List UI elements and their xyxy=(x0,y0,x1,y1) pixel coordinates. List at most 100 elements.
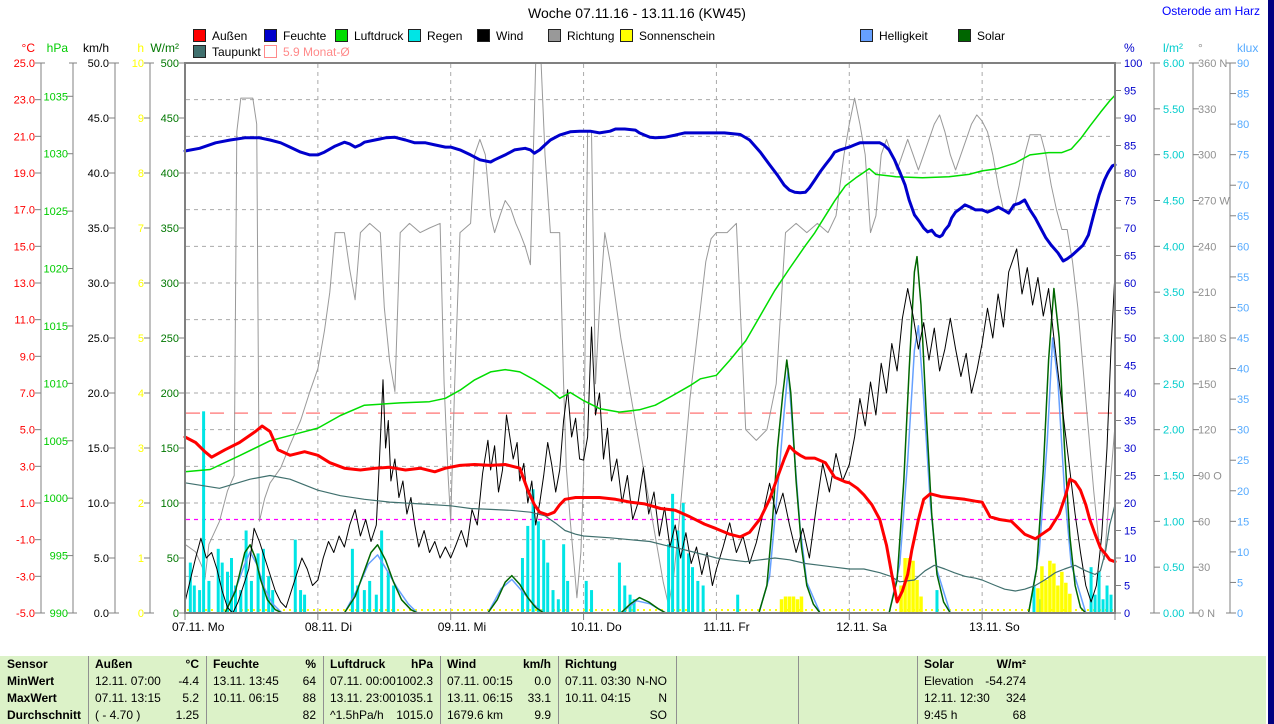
tick-label-rain: 2.00 xyxy=(1163,425,1184,437)
tick-label-temp: 9.0 xyxy=(20,351,35,363)
tick-label-hpa: 1020 xyxy=(44,264,68,276)
axis-unit-sun_h: h xyxy=(137,41,144,55)
tick-label-hpa: 1035 xyxy=(44,91,68,103)
tick-label-wind: 10.0 xyxy=(88,498,109,510)
table-cell-time: 07.11. 13:15 xyxy=(95,691,161,705)
tick-label-wind: 35.0 xyxy=(88,223,109,235)
tick-label-sun_h: 6 xyxy=(138,278,144,290)
tick-label-hpa: 990 xyxy=(50,608,68,620)
tick-label-solar: 400 xyxy=(161,168,179,180)
tick-label-lux: 5 xyxy=(1237,577,1243,589)
tick-label-temp: 1.0 xyxy=(20,498,35,510)
tick-label-hum: 95 xyxy=(1124,86,1136,98)
tick-label-lux: 40 xyxy=(1237,364,1249,376)
table-cell-value: 5.2 xyxy=(182,691,199,705)
tick-label-temp: 3.0 xyxy=(20,461,35,473)
col-header-label: Solar xyxy=(924,657,955,671)
tick-label-solar: 150 xyxy=(161,443,179,455)
tick-label-temp: 11.0 xyxy=(14,315,35,327)
tick-label-lux: 65 xyxy=(1237,211,1249,223)
tick-label-dir: 210 xyxy=(1198,287,1216,299)
legend-label: Außen xyxy=(212,28,248,43)
tick-label-solar: 50 xyxy=(167,553,179,565)
table-cell-time: 10.11. 06:15 xyxy=(213,691,279,705)
tick-label-temp: 21.0 xyxy=(14,131,35,143)
legend-swatch-solar xyxy=(958,29,971,42)
table-cell-time: Elevation xyxy=(924,674,974,688)
legend-label: Sonnenschein xyxy=(639,28,716,43)
axis-unit-temp: °C xyxy=(22,41,36,55)
legend-item-luftdruck: Luftdruck xyxy=(335,29,403,43)
tick-label-lux: 70 xyxy=(1237,180,1249,192)
table-cell-value: 88 xyxy=(302,691,316,705)
tick-label-hum: 0 xyxy=(1124,608,1130,620)
table-divider xyxy=(558,656,559,724)
tick-label-wind: 25.0 xyxy=(88,333,109,345)
tick-label-lux: 75 xyxy=(1237,150,1249,162)
tick-label-dir: 330 xyxy=(1198,104,1216,116)
table-cell-value: N-NO xyxy=(636,674,667,688)
table-cell-value: 324 xyxy=(1005,691,1026,705)
tick-label-sun_h: 0 xyxy=(138,608,144,620)
axis-unit-hpa: hPa xyxy=(47,41,69,55)
tick-label-hpa: 1005 xyxy=(44,436,68,448)
row-label-minwert: MinWert xyxy=(7,674,55,688)
axis-temp: °C 25.0 23.0 21.0 19.0 17.0 15.0 13.0 11.0 9.0 7.0… xyxy=(14,41,45,620)
tick-label-temp: -5.0 xyxy=(16,608,35,620)
tick-label-lux: 55 xyxy=(1237,272,1249,284)
tick-label-temp: 23.0 xyxy=(14,95,35,107)
tick-label-dir: 180 S xyxy=(1198,333,1227,345)
tick-label-rain: 0.00 xyxy=(1163,608,1184,620)
col-header-label: Feuchte xyxy=(213,657,260,671)
table-divider xyxy=(323,656,324,724)
table-cell-time: 13.11. 13:45 xyxy=(213,674,279,688)
series-luftdruck xyxy=(184,94,1116,473)
legend-item-monatsmittel: 5.9 Monat-Ø xyxy=(264,44,350,59)
tick-label-temp: 19.0 xyxy=(14,168,35,180)
axis-unit-rain: l/m² xyxy=(1163,41,1183,55)
legend-swatch-feuchte xyxy=(264,29,277,42)
x-axis-day-label: 13.11. So xyxy=(969,620,1020,634)
legend-label: Regen xyxy=(427,28,463,43)
x-axis: 07.11. Mo 08.11. Di 09.11. Mi 10.11. Do 11.1… xyxy=(172,613,1116,634)
tick-label-rain: 3.50 xyxy=(1163,287,1184,299)
legend-item-taupunkt: Taupunkt xyxy=(193,45,261,59)
axis-hpa: hPa 1035 1030 1025 1020 1015 1010 1005 1000 995 99… xyxy=(44,41,77,620)
tick-label-hpa: 1025 xyxy=(44,206,68,218)
legend-item-sonnenschein: Sonnenschein xyxy=(620,28,716,43)
legend-label: 5.9 Monat-Ø xyxy=(283,44,350,59)
tick-label-hum: 45 xyxy=(1124,361,1136,373)
tick-label-lux: 45 xyxy=(1237,333,1249,345)
col-header-label: Außen xyxy=(95,657,133,671)
tick-label-solar: 0 xyxy=(173,608,179,620)
axis-hum: %100959085807570656055504540353025201510… xyxy=(1115,41,1142,620)
tick-label-dir: 30 xyxy=(1198,562,1210,574)
series-wind xyxy=(184,248,1116,614)
table-cell-time: ^1.5hPa/h xyxy=(330,708,384,722)
legend-label: Helligkeit xyxy=(879,28,928,43)
tick-label-sun_h: 4 xyxy=(138,388,144,400)
legend-label: Solar xyxy=(977,28,1006,43)
tick-label-solar: 300 xyxy=(161,278,179,290)
legend-item-richtung: Richtung xyxy=(548,29,614,43)
legend-item-regen: Regen xyxy=(408,28,463,43)
weather-chart[interactable]: °C25.023.021.019.017.015.013.011.09.07.0… xyxy=(0,0,1274,650)
tick-label-hum: 85 xyxy=(1124,141,1136,153)
tick-label-temp: 7.0 xyxy=(20,388,35,400)
legend-item-feuchte: Feuchte xyxy=(264,29,326,43)
tick-label-rain: 1.50 xyxy=(1163,471,1184,483)
tick-label-rain: 5.50 xyxy=(1163,104,1184,116)
plot-border xyxy=(184,62,1116,614)
tick-label-hum: 20 xyxy=(1124,498,1136,510)
tick-label-sun_h: 1 xyxy=(138,553,144,565)
tick-label-solar: 500 xyxy=(161,58,179,70)
tick-label-wind: 20.0 xyxy=(88,388,109,400)
table-col-wind: Wind km/h 07.11. 00:15 0.0 13.11. 06:15 33.… xyxy=(442,656,556,724)
table-cell-time: 1679.6 km xyxy=(447,708,504,722)
legend-swatch-richtung xyxy=(548,29,561,42)
tick-label-lux: 50 xyxy=(1237,302,1249,314)
tick-label-temp: 25.0 xyxy=(14,58,35,70)
legend-item-helligkeit: Helligkeit xyxy=(860,28,928,43)
